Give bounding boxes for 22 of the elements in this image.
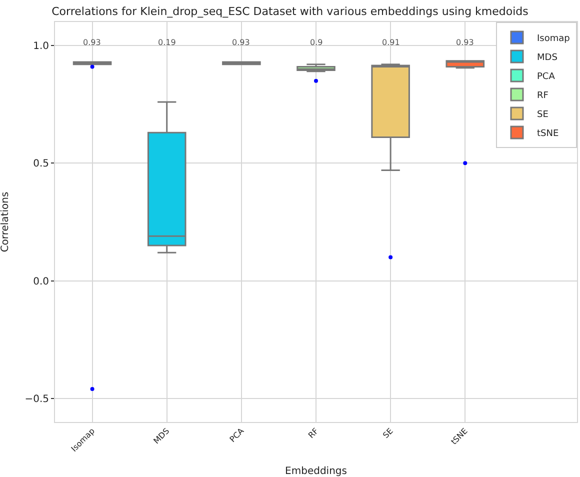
legend-label: SE bbox=[537, 110, 549, 120]
y-tick-label: 0.0 bbox=[33, 276, 49, 288]
x-tick-label: SE bbox=[381, 426, 395, 440]
annotation: 0.93 bbox=[232, 38, 250, 47]
x-axis-title: Embeddings bbox=[285, 466, 347, 477]
annotation: 0.19 bbox=[158, 38, 176, 47]
y-tick-label: 0.5 bbox=[33, 158, 49, 170]
annotation: 0.9 bbox=[310, 38, 323, 47]
x-tick-label: RF bbox=[306, 426, 321, 440]
annotation: 0.93 bbox=[456, 38, 474, 47]
legend-label: Isomap bbox=[537, 34, 570, 44]
chart-title: Correlations for Klein_drop_seq_ESC Dataset with various embeddings using kmedoids bbox=[52, 4, 529, 18]
y-tick-label: −0.5 bbox=[24, 394, 49, 405]
annotation: 0.91 bbox=[382, 38, 400, 47]
x-tick-label: PCA bbox=[228, 426, 246, 444]
annotation: 0.93 bbox=[83, 38, 101, 47]
legend-label: RF bbox=[537, 91, 548, 102]
legend-label: tSNE bbox=[537, 129, 559, 140]
legend-label: PCA bbox=[537, 72, 556, 82]
y-axis-title: Correlations bbox=[0, 192, 11, 252]
legend-label: MDS bbox=[537, 53, 558, 64]
y-tick-label: 1.0 bbox=[33, 41, 49, 52]
